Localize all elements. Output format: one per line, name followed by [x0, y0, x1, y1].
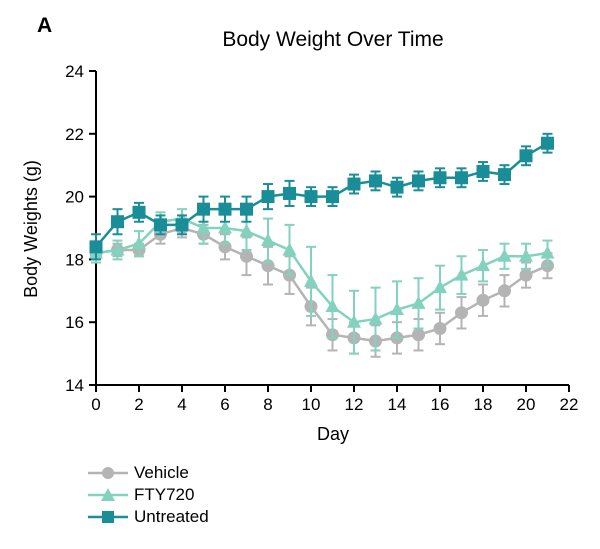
data-point	[196, 220, 211, 234]
x-tick-label: 20	[517, 395, 536, 414]
data-point	[476, 258, 490, 272]
data-point	[154, 218, 167, 232]
data-point	[498, 168, 511, 182]
data-point	[347, 177, 361, 191]
x-tick-label: 16	[431, 395, 450, 414]
data-point	[132, 236, 146, 250]
data-point	[519, 149, 533, 163]
data-point	[218, 202, 232, 216]
legend-label-vehicle: Vehicle	[134, 463, 189, 482]
x-axis-label: Day	[317, 424, 349, 444]
legend-item-untreated: Untreated	[88, 506, 209, 528]
x-tick-label: 6	[220, 395, 229, 414]
data-point	[454, 267, 469, 281]
x-tick-label: 22	[560, 395, 579, 414]
series-line	[95, 217, 548, 324]
data-point	[498, 284, 511, 298]
panel-label: A	[37, 14, 53, 37]
y-axis-label: Body Weights (g)	[21, 160, 41, 298]
data-point	[111, 215, 124, 229]
data-point	[540, 245, 555, 259]
data-point	[519, 268, 533, 282]
data-point	[261, 233, 275, 247]
y-tick-label: 20	[65, 188, 84, 207]
data-point	[218, 220, 232, 234]
legend: Vehicle FTY720 Untreated	[88, 462, 209, 528]
x-tick-label: 12	[345, 395, 364, 414]
triangle-marker-icon	[88, 488, 128, 501]
data-point	[304, 273, 318, 287]
data-point	[326, 190, 339, 204]
square-marker-icon	[88, 511, 128, 523]
series-vehicle	[89, 217, 554, 358]
data-point	[325, 299, 340, 312]
data-point	[368, 311, 383, 325]
x-tick-label: 0	[91, 395, 100, 414]
data-point	[519, 248, 533, 262]
data-point	[239, 223, 254, 237]
circle-marker-icon	[88, 467, 128, 479]
x-tick-label: 4	[177, 395, 186, 414]
data-point	[541, 136, 554, 150]
data-point	[497, 248, 512, 262]
data-point	[390, 180, 404, 194]
data-point	[476, 293, 490, 307]
data-point	[412, 328, 425, 342]
data-point	[283, 186, 296, 200]
y-tick-label: 16	[65, 313, 84, 332]
data-point	[89, 240, 103, 254]
legend-label-fty720: FTY720	[134, 485, 195, 504]
data-point	[390, 302, 404, 316]
data-point	[197, 202, 210, 216]
data-point	[455, 306, 468, 320]
data-point	[411, 295, 426, 309]
data-point	[261, 190, 275, 204]
legend-label-untreated: Untreated	[134, 507, 209, 526]
y-tick-label: 14	[65, 376, 84, 395]
y-tick-label: 18	[65, 250, 84, 269]
x-tick-label: 10	[302, 395, 321, 414]
chart-title: Body Weight Over Time	[222, 28, 443, 51]
data-point	[132, 205, 146, 219]
x-tick-label: 14	[388, 395, 407, 414]
y-tick-label: 22	[65, 125, 84, 144]
x-tick-label: 18	[474, 395, 493, 414]
data-point	[240, 249, 253, 263]
data-point	[476, 164, 490, 178]
series-untreated	[89, 132, 554, 261]
series-line	[95, 226, 549, 343]
data-point	[347, 314, 361, 328]
data-point	[433, 171, 447, 185]
legend-item-fty720: FTY720	[88, 484, 209, 506]
data-point	[412, 174, 425, 188]
data-point	[240, 202, 253, 216]
legend-item-vehicle: Vehicle	[88, 462, 209, 484]
data-point	[110, 242, 125, 256]
x-tick-label: 8	[263, 395, 272, 414]
series-line	[95, 142, 549, 248]
data-point	[304, 190, 318, 204]
data-point	[282, 242, 297, 256]
data-point	[433, 321, 447, 335]
data-point	[455, 171, 468, 185]
y-tick-label: 24	[65, 62, 84, 81]
data-point	[433, 280, 447, 294]
data-point	[175, 218, 189, 232]
data-point	[369, 174, 382, 188]
x-tick-label: 2	[134, 395, 143, 414]
